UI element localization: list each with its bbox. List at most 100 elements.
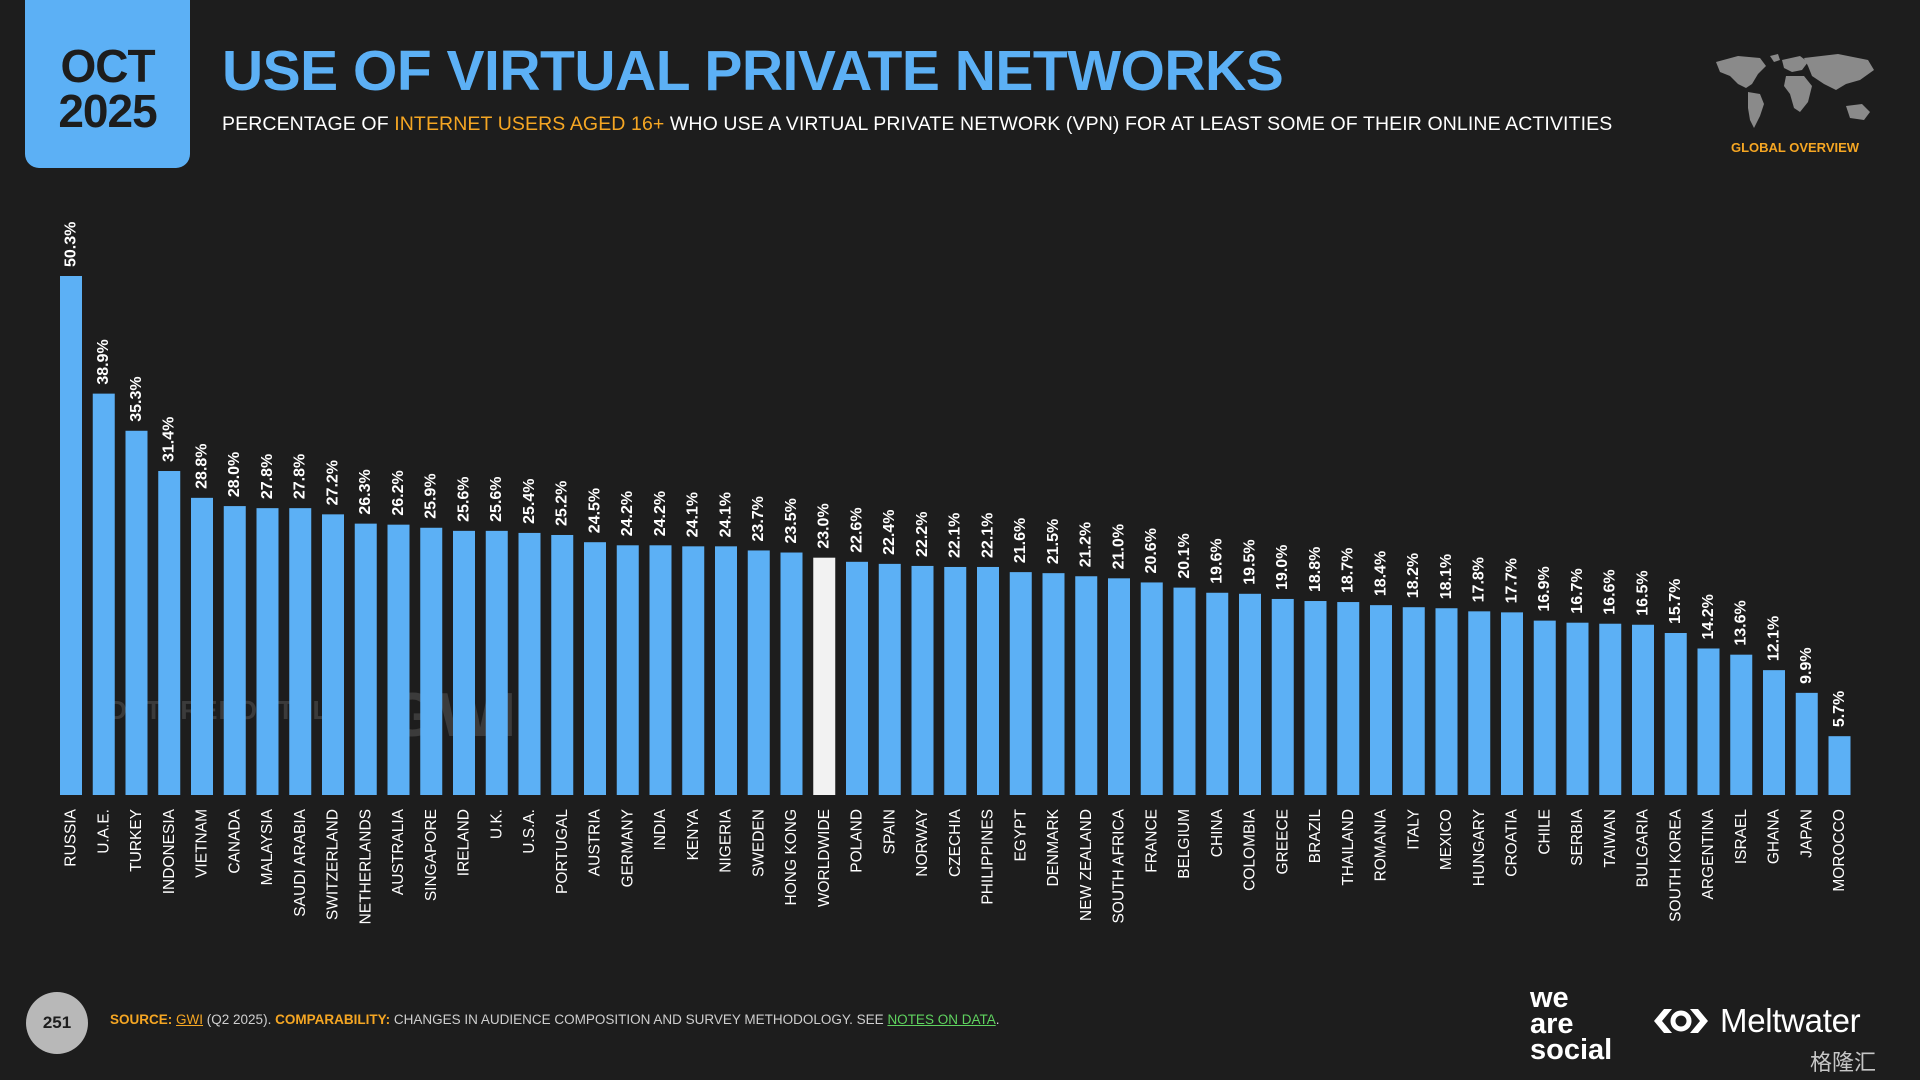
bar-brazil [1304, 601, 1327, 795]
vpn-bar-chart: 50.3% 38.9% 35.3% 31.4% 28.8% 28.0% 27.8% 27.8%… [60, 222, 1851, 924]
category-label: SOUTH AFRICA [1111, 808, 1128, 923]
bar-czechia [944, 566, 967, 795]
value-label: 5.7% [1831, 691, 1848, 727]
category-label: SOUTH KOREA [1667, 808, 1684, 921]
category-label: GHANA [1766, 808, 1783, 864]
category-label: ITALY [1405, 809, 1422, 850]
value-label: 25.6% [488, 476, 505, 521]
category-label: CANADA [226, 808, 243, 873]
category-label: ROMANIA [1373, 808, 1390, 881]
value-label: 17.7% [1504, 558, 1521, 603]
bar-australia [387, 524, 410, 795]
page-title: USE OF VIRTUAL PRIVATE NETWORKS [222, 39, 1284, 103]
value-label: 12.1% [1766, 616, 1783, 661]
value-label: 28.8% [194, 443, 211, 488]
category-label: SWITZERLAND [325, 809, 342, 920]
value-label: 18.8% [1307, 547, 1324, 592]
value-label: 13.6% [1733, 600, 1750, 645]
category-label: TURKEY [128, 809, 145, 872]
value-label: 20.1% [1176, 533, 1193, 578]
category-label: U.S.A. [521, 809, 538, 854]
value-label: 18.2% [1405, 553, 1422, 598]
category-label: SWEDEN [750, 809, 767, 877]
category-label: CHILE [1536, 809, 1553, 855]
value-label: 22.6% [849, 507, 866, 552]
value-label: 16.9% [1536, 566, 1553, 611]
date-badge: OCT 2025 [25, 0, 190, 168]
bar-south-korea [1664, 633, 1687, 795]
value-label: 28.0% [226, 452, 243, 497]
category-label: SERBIA [1569, 808, 1586, 866]
bar-israel [1730, 654, 1753, 795]
category-label: GREECE [1274, 809, 1291, 874]
value-label: 27.8% [259, 454, 276, 499]
corner-watermark: 格隆汇 [1810, 1050, 1877, 1075]
category-label: AUSTRALIA [390, 808, 407, 895]
value-label: 16.5% [1635, 570, 1652, 615]
category-label: THAILAND [1340, 809, 1357, 886]
bar-portugal [551, 534, 574, 795]
bar-hungary [1468, 611, 1491, 795]
bar-u-k- [485, 530, 508, 795]
source-link[interactable]: GWI [176, 1012, 204, 1027]
value-label: 18.4% [1373, 551, 1390, 596]
bar-nigeria [715, 546, 737, 795]
bar-belgium [1173, 587, 1196, 795]
bar-denmark [1042, 573, 1065, 795]
value-label: 25.4% [521, 479, 538, 524]
value-label: 25.6% [456, 476, 473, 521]
bar-philippines [977, 566, 999, 795]
category-label: VIETNAM [194, 809, 211, 878]
bar-south-africa [1108, 578, 1130, 795]
value-label: 24.2% [619, 491, 636, 536]
notes-on-data-link[interactable]: NOTES ON DATA [887, 1012, 996, 1027]
meltwater-logo: Meltwater [1650, 1002, 1861, 1040]
footer-source: SOURCE: GWI (Q2 2025). COMPARABILITY: CH… [110, 1012, 999, 1027]
value-label: 16.7% [1569, 568, 1586, 613]
bar-poland [846, 561, 868, 795]
bar-switzerland [322, 514, 344, 795]
bar-indonesia [158, 471, 181, 795]
category-label: NEW ZEALAND [1078, 809, 1095, 921]
bar-netherlands [354, 523, 377, 795]
value-label: 24.1% [685, 492, 702, 537]
date-year: 2025 [58, 85, 157, 137]
category-label: JAPAN [1798, 809, 1815, 858]
bar-japan [1795, 692, 1818, 795]
value-label: 23.5% [783, 498, 800, 543]
value-label: 35.3% [128, 376, 145, 421]
category-label: POLAND [849, 809, 866, 873]
category-label: ISRAEL [1733, 809, 1750, 865]
logo-word-are: are [1530, 1008, 1574, 1041]
value-label: 22.1% [980, 513, 997, 558]
bar-worldwide [813, 557, 836, 795]
value-label: 19.5% [1242, 539, 1259, 584]
value-label: 18.1% [1438, 554, 1455, 599]
bar-saudi-arabia [289, 508, 312, 795]
value-label: 26.3% [357, 469, 374, 514]
logo-word-we: we [1530, 982, 1569, 1014]
bar-turkey [125, 430, 148, 795]
we-are-social-logo: we are social [1530, 982, 1612, 1064]
category-label: CZECHIA [947, 808, 964, 877]
category-label: MALAYSIA [259, 808, 276, 885]
category-label: SPAIN [881, 809, 898, 854]
category-label: MOROCCO [1831, 809, 1848, 892]
category-label: HUNGARY [1471, 809, 1488, 886]
bar-mexico [1435, 608, 1458, 795]
category-label: TAIWAN [1602, 809, 1619, 868]
bar-kenya [682, 546, 705, 795]
bar-hong-kong [780, 552, 803, 795]
bar-egypt [1009, 572, 1032, 795]
value-label: 26.2% [390, 470, 407, 515]
value-label: 38.9% [95, 339, 112, 384]
bar-chile [1533, 620, 1556, 795]
notes-end: . [995, 1012, 1000, 1027]
value-labels-group: 50.3% 38.9% 35.3% 31.4% 28.8% 28.0% 27.8% 27.8%… [63, 222, 1849, 728]
category-label: U.A.E. [95, 809, 112, 854]
value-label: 22.2% [914, 512, 931, 557]
value-label: 9.9% [1798, 647, 1815, 683]
comparability-text: CHANGES IN AUDIENCE COMPOSITION AND SURV… [390, 1012, 888, 1027]
bar-russia [60, 276, 82, 795]
category-label: INDIA [652, 808, 669, 850]
